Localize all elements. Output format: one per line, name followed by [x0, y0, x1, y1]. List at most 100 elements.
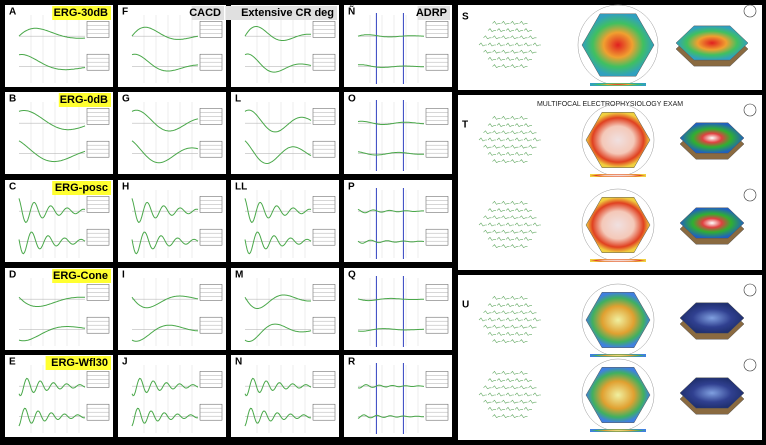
mf-trace [505, 208, 514, 212]
map-title: MULTIFOCAL ELECTROPHYSIOLOGY EXAM [537, 101, 683, 108]
mf-trace [510, 130, 519, 135]
panel-letter: M [235, 270, 243, 281]
trace [18, 140, 86, 163]
mf-trace [487, 236, 496, 241]
mf-trace [492, 49, 501, 54]
mf-trace [514, 331, 523, 336]
mf-trace [532, 392, 541, 397]
mf-trace [514, 406, 523, 411]
trace [131, 53, 199, 72]
mf-trace [519, 370, 528, 375]
mf-trace [505, 222, 514, 227]
mf-trace [501, 370, 510, 375]
mf-trace [510, 370, 519, 375]
mf-trace [478, 392, 487, 397]
mf-trace [532, 42, 541, 47]
mf-trace [523, 28, 532, 32]
panel-label: ERG-posc [55, 182, 108, 194]
mf-trace [487, 222, 496, 227]
mf-trace [519, 324, 528, 329]
mf-trace [492, 414, 501, 418]
mf-trace [496, 236, 505, 241]
mf-trace [519, 64, 528, 68]
mf-trace [492, 385, 501, 390]
mf-trace [496, 378, 505, 382]
mf-trace [501, 20, 510, 25]
trace [18, 407, 86, 427]
panel-letter: LL [235, 182, 247, 193]
panel-letter: B [9, 94, 16, 105]
panel-label: ERG-Wfl30 [51, 357, 108, 369]
mf-trace [519, 339, 528, 343]
mf-trace [501, 295, 510, 300]
3d-map [675, 25, 749, 61]
trace [18, 377, 86, 397]
panel [344, 180, 452, 262]
mf-trace [528, 35, 537, 40]
panel [344, 268, 452, 350]
mf-trace [523, 392, 532, 397]
mf-trace [510, 324, 519, 329]
panel-letter: O [348, 94, 356, 105]
mf-trace [505, 123, 514, 127]
panel [118, 355, 226, 437]
panel [118, 180, 226, 262]
color-bar [590, 174, 646, 177]
mf-trace [523, 317, 532, 322]
panel-label: ERG-Cone [53, 270, 108, 282]
mf-trace [492, 229, 501, 234]
mf-trace [505, 392, 514, 397]
trace [357, 414, 424, 419]
trace [244, 407, 312, 427]
color-bar [590, 83, 646, 86]
mf-trace [523, 123, 532, 127]
mf-trace [510, 215, 519, 220]
mf-trace [496, 392, 505, 397]
mf-trace [519, 244, 528, 248]
mf-trace [496, 317, 505, 322]
panel [344, 92, 452, 174]
mf-trace [483, 310, 492, 315]
mf-trace [483, 399, 492, 404]
panel-letter: I [122, 270, 125, 281]
mf-trace [496, 303, 505, 307]
mf-trace [496, 42, 505, 47]
mf-trace [496, 123, 505, 127]
mf-trace [478, 317, 487, 322]
density-map [585, 112, 651, 168]
mf-trace [514, 317, 523, 322]
mf-trace [514, 123, 523, 127]
mf-trace [528, 130, 537, 135]
mf-trace [528, 49, 537, 54]
mf-trace [523, 331, 532, 336]
orientation [743, 103, 757, 117]
panel-letter: C [9, 182, 16, 193]
mf-trace [514, 392, 523, 397]
mf-trace [478, 42, 487, 47]
mf-trace [492, 20, 501, 25]
panel-letter: U [462, 300, 469, 311]
mf-trace [501, 339, 510, 343]
mf-trace [510, 339, 519, 343]
trace [244, 198, 312, 224]
mf-trace [487, 208, 496, 212]
mf-trace [510, 244, 519, 248]
mf-trace [514, 56, 523, 61]
trace [244, 323, 312, 342]
trace [18, 54, 86, 71]
mf-trace [532, 222, 541, 227]
trace [357, 297, 424, 302]
mf-trace [487, 123, 496, 127]
mf-trace [492, 200, 501, 205]
mf-trace [492, 144, 501, 149]
label-bg [52, 6, 111, 20]
trace [244, 231, 312, 255]
density-map [585, 292, 651, 348]
mf-trace [505, 406, 514, 411]
panel [344, 355, 452, 437]
mf-trace [483, 229, 492, 234]
panel [118, 268, 226, 350]
mf-trace [519, 144, 528, 149]
mf-trace [528, 215, 537, 220]
mf-trace [532, 137, 541, 142]
